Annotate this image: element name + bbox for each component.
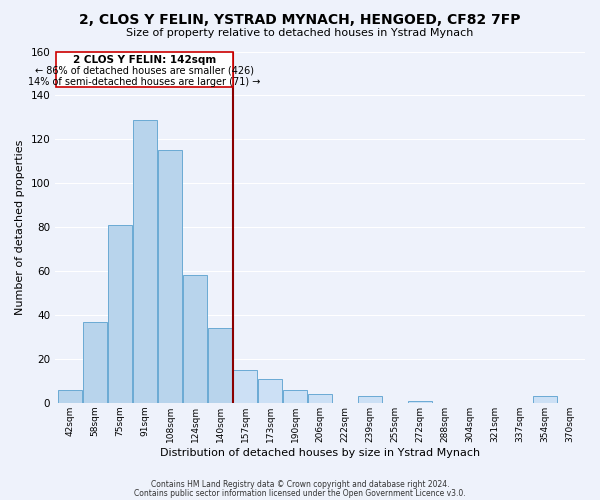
Bar bbox=[58, 390, 82, 403]
Text: ← 86% of detached houses are smaller (426): ← 86% of detached houses are smaller (42… bbox=[35, 66, 254, 76]
Text: Size of property relative to detached houses in Ystrad Mynach: Size of property relative to detached ho… bbox=[127, 28, 473, 38]
Bar bbox=[308, 394, 332, 403]
Bar bbox=[158, 150, 182, 403]
Bar bbox=[208, 328, 232, 403]
Bar bbox=[83, 322, 107, 403]
Text: 2 CLOS Y FELIN: 142sqm: 2 CLOS Y FELIN: 142sqm bbox=[73, 55, 216, 65]
Bar bbox=[283, 390, 307, 403]
X-axis label: Distribution of detached houses by size in Ystrad Mynach: Distribution of detached houses by size … bbox=[160, 448, 480, 458]
Y-axis label: Number of detached properties: Number of detached properties bbox=[15, 140, 25, 315]
FancyBboxPatch shape bbox=[56, 52, 233, 86]
Bar bbox=[233, 370, 257, 403]
Text: Contains public sector information licensed under the Open Government Licence v3: Contains public sector information licen… bbox=[134, 488, 466, 498]
Text: 14% of semi-detached houses are larger (71) →: 14% of semi-detached houses are larger (… bbox=[28, 76, 261, 86]
Bar bbox=[358, 396, 382, 403]
Bar bbox=[183, 276, 207, 403]
Text: 2, CLOS Y FELIN, YSTRAD MYNACH, HENGOED, CF82 7FP: 2, CLOS Y FELIN, YSTRAD MYNACH, HENGOED,… bbox=[79, 12, 521, 26]
Text: Contains HM Land Registry data © Crown copyright and database right 2024.: Contains HM Land Registry data © Crown c… bbox=[151, 480, 449, 489]
Bar bbox=[108, 225, 132, 403]
Bar bbox=[133, 120, 157, 403]
Bar bbox=[533, 396, 557, 403]
Bar bbox=[258, 378, 282, 403]
Bar bbox=[408, 400, 432, 403]
